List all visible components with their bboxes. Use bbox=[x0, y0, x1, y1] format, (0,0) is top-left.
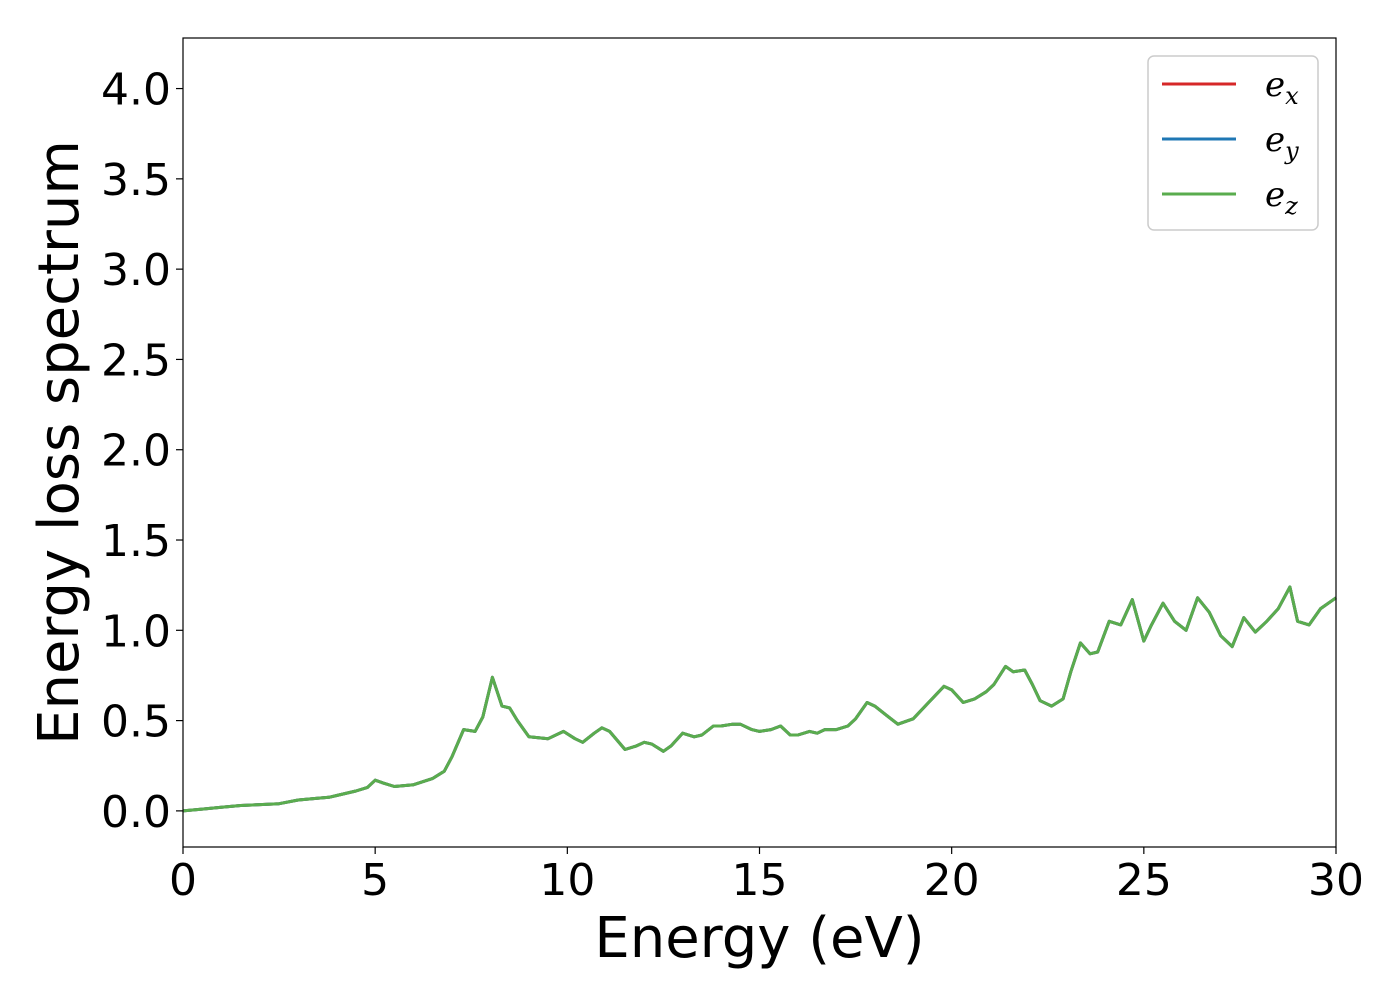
legend-entry-x: ex bbox=[1265, 65, 1299, 110]
y-tick-label: 3.5 bbox=[101, 155, 171, 206]
series-layer bbox=[182, 585, 1337, 813]
x-tick-label: 10 bbox=[539, 855, 595, 906]
x-axis-ticks: 0 5 10 15 20 25 30 bbox=[169, 847, 1364, 906]
legend: ex ey ez bbox=[1147, 55, 1319, 231]
y-tick-label: 2.0 bbox=[101, 426, 171, 477]
y-tick-label: 1.5 bbox=[101, 516, 171, 567]
x-axis-title: Energy (eV) bbox=[594, 906, 924, 971]
x-tick-label: 15 bbox=[732, 855, 788, 906]
legend-entry-z: ez bbox=[1265, 175, 1298, 220]
x-tick-label: 5 bbox=[361, 855, 389, 906]
y-tick-label: 4.0 bbox=[101, 65, 171, 116]
y-tick-label: 1.0 bbox=[101, 606, 171, 657]
x-tick-label: 25 bbox=[1116, 855, 1172, 906]
y-tick-label: 0.0 bbox=[101, 787, 171, 838]
x-tick-label: 30 bbox=[1308, 855, 1364, 906]
legend-entry-y: ey bbox=[1265, 120, 1299, 165]
y-tick-label: 2.5 bbox=[101, 335, 171, 386]
x-tick-label: 0 bbox=[169, 855, 197, 906]
series-line-z bbox=[182, 585, 1337, 813]
y-tick-label: 3.0 bbox=[101, 245, 171, 296]
y-axis-title: Energy loss spectrum bbox=[27, 140, 92, 745]
y-axis-ticks: 0.0 0.5 1.0 1.5 2.0 2.5 3.0 3.5 4.0 bbox=[101, 65, 183, 838]
x-tick-label: 20 bbox=[924, 855, 980, 906]
y-tick-label: 0.5 bbox=[101, 697, 171, 748]
legend-box bbox=[1147, 55, 1319, 231]
